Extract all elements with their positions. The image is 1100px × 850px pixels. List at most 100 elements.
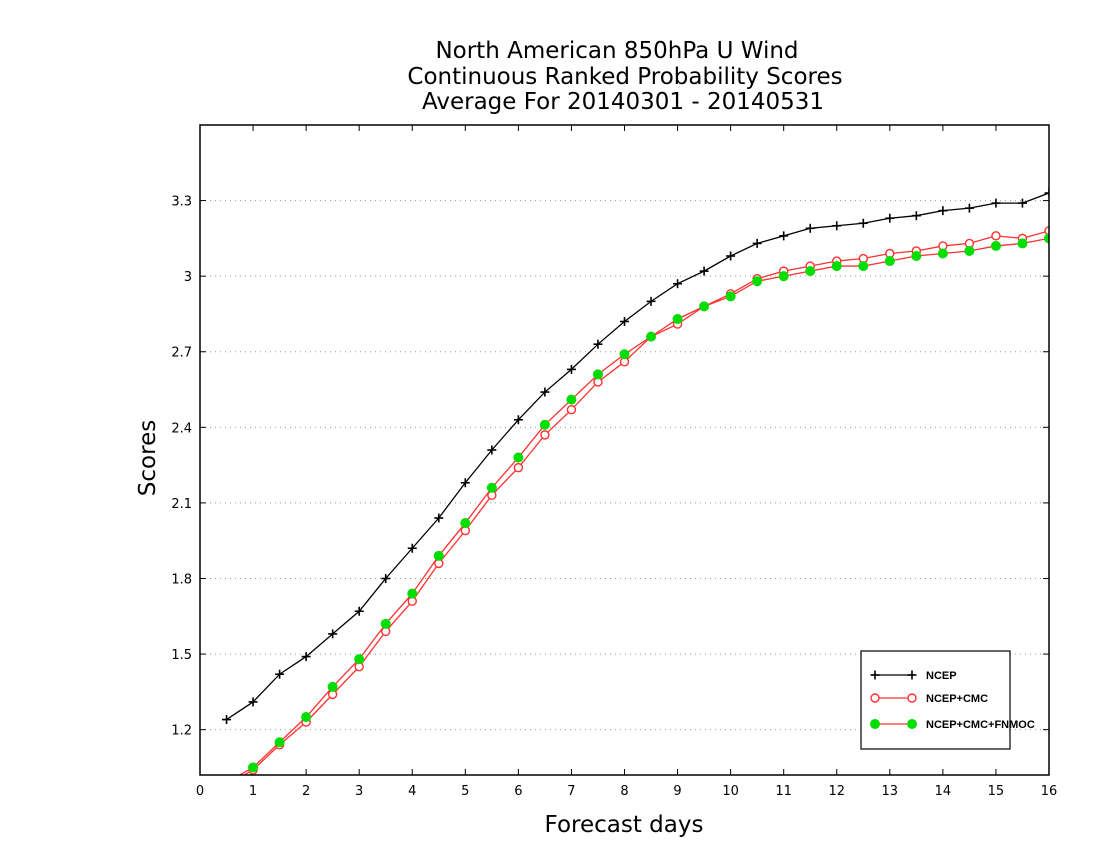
data-point [1017, 238, 1028, 249]
data-point [831, 261, 842, 272]
data-point [673, 279, 683, 289]
x-tick-label: 5 [461, 784, 469, 799]
data-point [699, 266, 709, 276]
x-tick-label: 1 [249, 784, 257, 799]
data-point [460, 518, 471, 529]
data-point [1044, 226, 1049, 236]
data-point [354, 654, 365, 665]
data-point [540, 387, 550, 397]
data-point [911, 251, 922, 262]
data-point [513, 415, 523, 425]
data-point [354, 606, 364, 616]
data-point [433, 550, 444, 561]
legend-marker [907, 719, 917, 729]
data-point [990, 240, 1001, 251]
x-tick-label: 12 [828, 784, 845, 799]
y-tick-label: 2.4 [171, 421, 192, 436]
x-tick-label: 7 [567, 784, 575, 799]
legend-marker [870, 670, 880, 680]
data-point [381, 573, 391, 583]
data-point [938, 206, 948, 216]
data-point [672, 313, 683, 324]
y-tick-label: 1.2 [171, 724, 192, 739]
data-point [646, 296, 656, 306]
data-point [779, 231, 789, 241]
legend-label: NCEP+CMC+FNMOC [926, 719, 1035, 731]
data-point [858, 261, 869, 272]
data-point [991, 231, 1001, 241]
data-point [858, 218, 868, 228]
data-point [805, 266, 816, 277]
x-tick-label: 11 [775, 784, 792, 799]
data-point [699, 301, 710, 312]
data-point [513, 462, 524, 473]
series-ncep [222, 188, 1049, 725]
legend-marker [870, 719, 880, 729]
data-point [832, 221, 842, 231]
data-point [222, 778, 231, 787]
x-tick-label: 6 [514, 784, 522, 799]
data-point [223, 781, 231, 789]
x-tick-label: 16 [1041, 784, 1058, 799]
data-point [991, 198, 1001, 208]
data-point [620, 317, 629, 327]
data-point [1044, 233, 1049, 244]
data-point [248, 697, 258, 707]
series-layer [222, 188, 1049, 789]
data-point [328, 629, 338, 639]
data-point [327, 681, 338, 692]
data-point [222, 715, 232, 725]
chart-title-line-1: North American 850hPa U Wind [435, 38, 798, 64]
data-point [592, 369, 603, 380]
data-point [274, 737, 285, 748]
legend-marker [870, 693, 880, 703]
x-axis-label: Forecast days [545, 812, 704, 838]
legend-marker [907, 670, 917, 680]
data-point [725, 291, 736, 302]
data-point [513, 452, 524, 463]
data-point [248, 762, 259, 773]
data-point [275, 669, 285, 679]
data-point [964, 203, 974, 213]
data-point [407, 588, 418, 599]
gridlines [200, 200, 1049, 731]
data-point [646, 331, 657, 342]
y-axis-label: Scores [135, 420, 161, 496]
data-point [566, 404, 577, 415]
legend-label: NCEP+CMC [926, 693, 988, 705]
chart-title-line-3: Average For 20140301 - 20140531 [422, 89, 824, 115]
data-point [619, 349, 630, 360]
data-point [752, 238, 762, 248]
data-point [301, 652, 311, 662]
data-point [539, 419, 550, 430]
data-point [964, 245, 975, 256]
x-tick-label: 3 [355, 784, 363, 799]
data-point [805, 223, 815, 233]
legend: NCEP NCEP+CMC NCEP+CMC+FNMOC [860, 650, 1035, 750]
data-point [407, 543, 417, 553]
data-point [566, 364, 576, 374]
x-tick-label: 10 [722, 784, 739, 799]
x-tick-label: 9 [673, 784, 681, 799]
data-point [1017, 198, 1027, 208]
data-point [434, 513, 444, 523]
x-tick-label: 15 [988, 784, 1005, 799]
data-point [778, 271, 789, 282]
x-tick-label: 8 [620, 784, 628, 799]
data-point [752, 276, 763, 287]
series-ncep-cmc-fnmoc [222, 233, 1049, 787]
data-point [566, 394, 577, 405]
data-point [486, 482, 497, 493]
x-tick-label: 4 [408, 784, 416, 799]
y-tick-label: 3 [184, 270, 192, 285]
data-point [301, 712, 312, 723]
y-tick-label: 1.8 [171, 572, 192, 587]
x-tick-label: 13 [882, 784, 899, 799]
data-point [380, 618, 391, 629]
data-point [540, 430, 550, 440]
data-point [460, 478, 470, 488]
x-tick-label: 2 [302, 784, 310, 799]
data-point [885, 213, 895, 223]
chart-title-line-2: Continuous Ranked Probability Scores [407, 64, 842, 90]
